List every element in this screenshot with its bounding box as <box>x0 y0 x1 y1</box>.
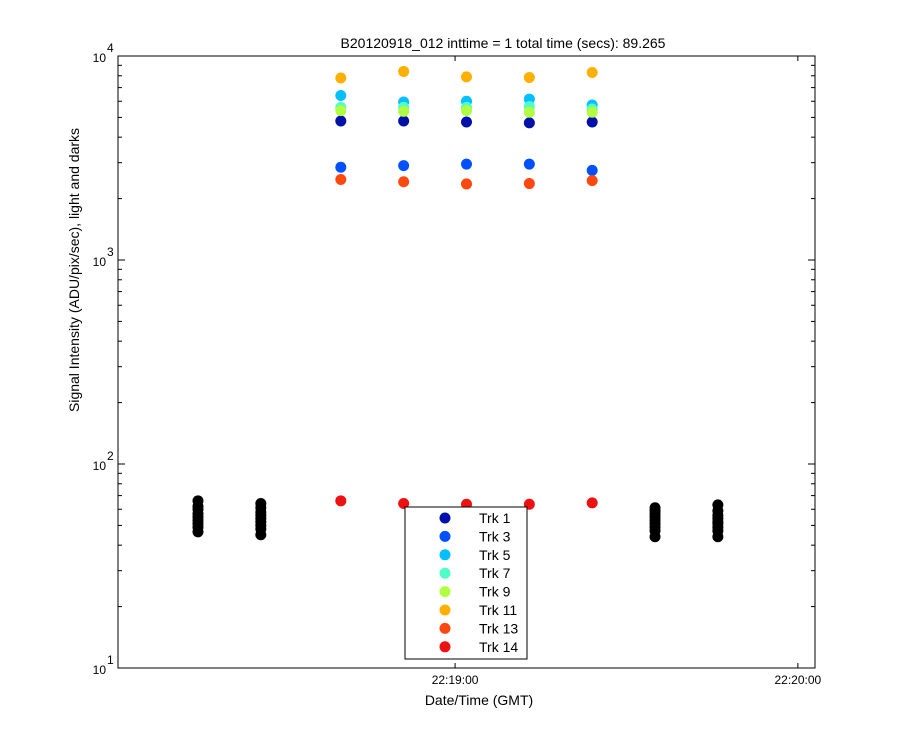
data-point <box>461 71 472 83</box>
legend: Trk 1 Trk 3 Trk 5 Trk 7 Trk 9 Trk 11 Trk 13 Trk… <box>404 506 528 660</box>
legend-box <box>404 506 528 660</box>
data-point <box>523 178 535 190</box>
data-point <box>586 497 598 509</box>
data-point <box>398 498 410 510</box>
data-point <box>398 115 410 127</box>
data-point <box>523 106 535 118</box>
data-point <box>461 158 472 170</box>
legend-label: Trk 13 <box>479 620 518 636</box>
y-tick-label: 10 <box>93 663 107 677</box>
data-point <box>335 105 347 117</box>
legend-marker <box>439 512 451 524</box>
y-tick-exponent: 1 <box>107 653 114 667</box>
data-point <box>461 116 472 128</box>
data-point <box>586 116 598 128</box>
data-point <box>461 178 472 190</box>
legend-marker <box>439 641 451 653</box>
plot-frame <box>117 55 816 669</box>
legend-marker <box>439 530 451 542</box>
x-tick-labels: 22:19:00 22:20:00 <box>432 673 822 687</box>
y-tick-exponent: 3 <box>107 245 114 259</box>
y-tick-exponent: 2 <box>107 449 114 463</box>
legend-label: Trk 5 <box>479 547 511 563</box>
legend-label: Trk 9 <box>479 584 511 600</box>
legend-label: Trk 7 <box>479 565 511 581</box>
data-point <box>461 105 472 117</box>
light-points <box>335 65 598 510</box>
x-tick-label: 22:19:00 <box>432 673 479 687</box>
data-point <box>523 117 535 129</box>
legend-label: Trk 11 <box>479 602 517 618</box>
legend-label: Trk 14 <box>479 639 518 655</box>
dark-point <box>649 502 661 514</box>
data-point <box>335 495 347 507</box>
data-point <box>586 106 598 118</box>
legend-marker <box>439 622 451 634</box>
dark-point <box>255 498 267 510</box>
data-point <box>523 158 535 170</box>
legend-label: Trk 3 <box>479 528 511 544</box>
y-tick-label: 10 <box>93 51 107 65</box>
data-point <box>398 105 410 117</box>
legend-marker <box>439 549 451 561</box>
chart-title: B20120918_012 inttime = 1 total time (se… <box>341 35 666 51</box>
dark-point <box>192 495 204 507</box>
data-point <box>586 164 598 176</box>
data-point <box>335 161 347 173</box>
data-point <box>586 67 598 79</box>
dark-point <box>712 499 724 511</box>
data-point <box>398 160 410 172</box>
data-point <box>398 65 410 77</box>
dark-points <box>192 495 724 543</box>
legend-marker <box>439 567 451 579</box>
y-tick-label: 10 <box>93 459 107 473</box>
data-point <box>335 115 347 127</box>
legend-items: Trk 1 Trk 3 Trk 5 Trk 7 Trk 9 Trk 11 Trk 13 Trk… <box>439 510 518 655</box>
data-point <box>523 71 535 83</box>
x-tick-label: 22:20:00 <box>775 673 822 687</box>
data-point <box>398 176 410 188</box>
y-axis-label: Signal Intensity (ADU/pix/sec), light an… <box>66 128 82 412</box>
y-tick-exponent: 4 <box>107 41 114 55</box>
data-point <box>335 72 347 84</box>
legend-label: Trk 1 <box>479 510 511 526</box>
x-axis-label: Date/Time (GMT) <box>425 692 533 708</box>
data-point <box>586 175 598 187</box>
axis-ticks <box>118 56 815 669</box>
legend-marker <box>439 586 451 598</box>
data-point <box>335 90 347 102</box>
legend-marker <box>439 604 451 616</box>
y-tick-label: 10 <box>93 255 107 269</box>
data-point <box>335 174 347 186</box>
